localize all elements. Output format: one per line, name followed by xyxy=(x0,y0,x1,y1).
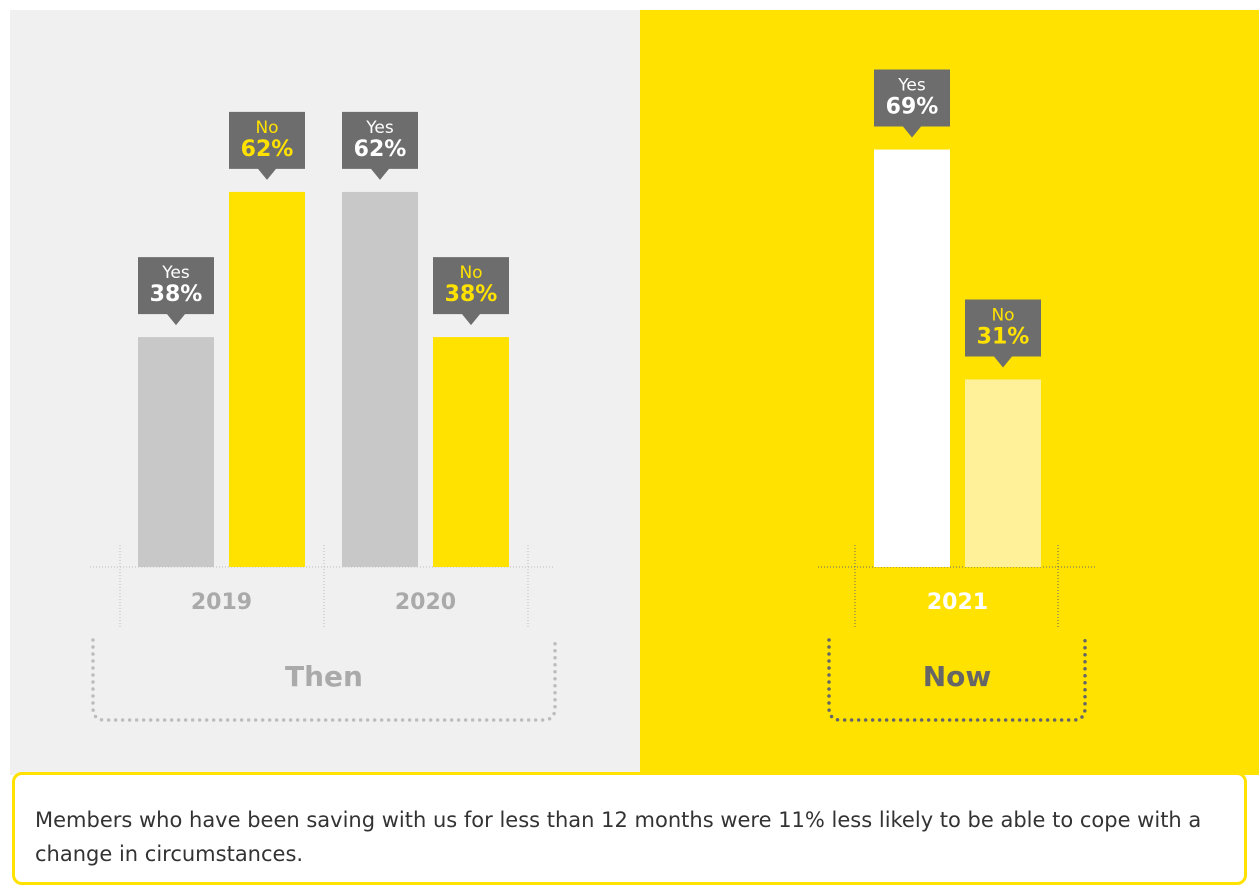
bar xyxy=(874,149,950,568)
bar xyxy=(342,191,418,567)
series-name: No xyxy=(991,305,1014,325)
bracket xyxy=(827,638,1087,722)
series-name: Yes xyxy=(897,76,926,96)
value-label: 69% xyxy=(886,95,939,120)
bar xyxy=(229,191,305,567)
bracket xyxy=(91,638,557,722)
group-label: Now xyxy=(923,660,992,693)
footnote: Members who have been saving with us for… xyxy=(12,772,1247,885)
callout xyxy=(229,111,305,180)
panel-background xyxy=(10,10,640,775)
chart: Yes38%No62%2019Yes62%No38%2020ThenYes69%… xyxy=(10,10,1259,775)
x-tick-label: 2019 xyxy=(191,590,252,615)
value-label: 62% xyxy=(354,137,407,162)
series-name: No xyxy=(255,118,278,138)
callout xyxy=(433,257,509,326)
value-label: 62% xyxy=(241,137,294,162)
value-label: 31% xyxy=(977,324,1030,349)
callout xyxy=(342,111,418,180)
callout xyxy=(874,69,950,138)
series-name: Yes xyxy=(365,118,394,138)
bar xyxy=(138,337,214,567)
bar xyxy=(965,379,1041,567)
series-name: No xyxy=(459,263,482,283)
x-tick-label: 2020 xyxy=(395,590,456,615)
value-label: 38% xyxy=(445,282,498,307)
callout xyxy=(965,299,1041,368)
callout xyxy=(138,257,214,326)
bar xyxy=(433,337,509,567)
value-label: 38% xyxy=(150,282,203,307)
group-label: Then xyxy=(285,660,363,693)
series-name: Yes xyxy=(161,263,190,283)
x-tick-label: 2021 xyxy=(927,590,988,615)
